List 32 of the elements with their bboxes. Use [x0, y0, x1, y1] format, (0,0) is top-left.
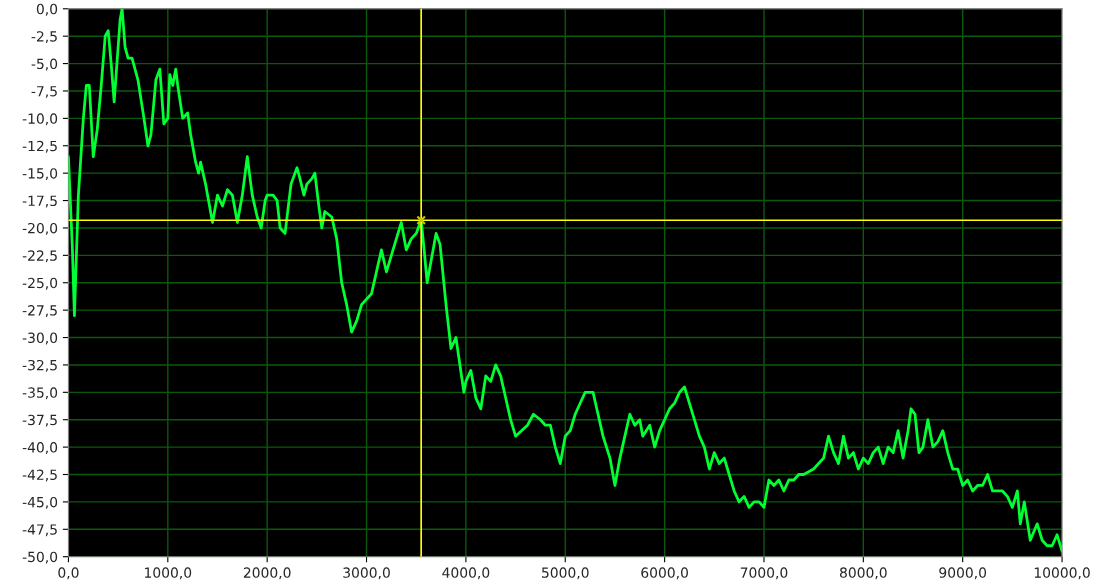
y-tick-label: -22,5 [22, 250, 57, 263]
x-tick-label: 4000,0 [442, 567, 490, 580]
y-tick-label: -45,0 [22, 496, 58, 509]
y-tick-label: -37,5 [22, 414, 57, 427]
y-tick-label: -50,0 [22, 551, 58, 564]
y-tick-label: -17,5 [22, 195, 57, 208]
x-tick-label: 6000,0 [641, 567, 688, 580]
y-tick-label: -12,5 [22, 140, 57, 153]
y-tick-label: -20,0 [22, 222, 58, 235]
x-tick-label: 8000,0 [839, 567, 887, 580]
x-tick-label: 9000,0 [939, 567, 987, 580]
y-tick-label: -5,0 [31, 58, 58, 71]
y-tick-label: -35,0 [22, 387, 58, 400]
y-tick-label: -10,0 [22, 113, 58, 126]
y-tick-label: -27,5 [22, 305, 57, 318]
y-tick-label: -25,0 [22, 277, 58, 290]
y-tick-label: -7,5 [31, 86, 57, 98]
y-tick-label: -40,0 [22, 442, 58, 455]
x-tick-label: 7000,0 [740, 567, 788, 580]
y-tick-label: -15,0 [22, 168, 58, 181]
y-tick-label: 0,0 [36, 3, 58, 16]
x-tick-label: 2000,0 [243, 567, 291, 580]
x-tick-label: 5000,0 [542, 567, 589, 580]
y-tick-label: -30,0 [22, 332, 58, 345]
y-tick-label: -32,5 [22, 359, 57, 372]
y-tick-label: -42,5 [22, 469, 57, 482]
x-tick-label: 1000,0 [145, 567, 192, 580]
x-tick-label: 3000,0 [343, 567, 390, 580]
y-tick-label: -2,5 [31, 31, 57, 44]
x-tick-label: 10000,0 [1034, 567, 1090, 580]
x-tick-label: 0,0 [58, 567, 79, 580]
y-tick-label: -47,5 [22, 524, 57, 537]
